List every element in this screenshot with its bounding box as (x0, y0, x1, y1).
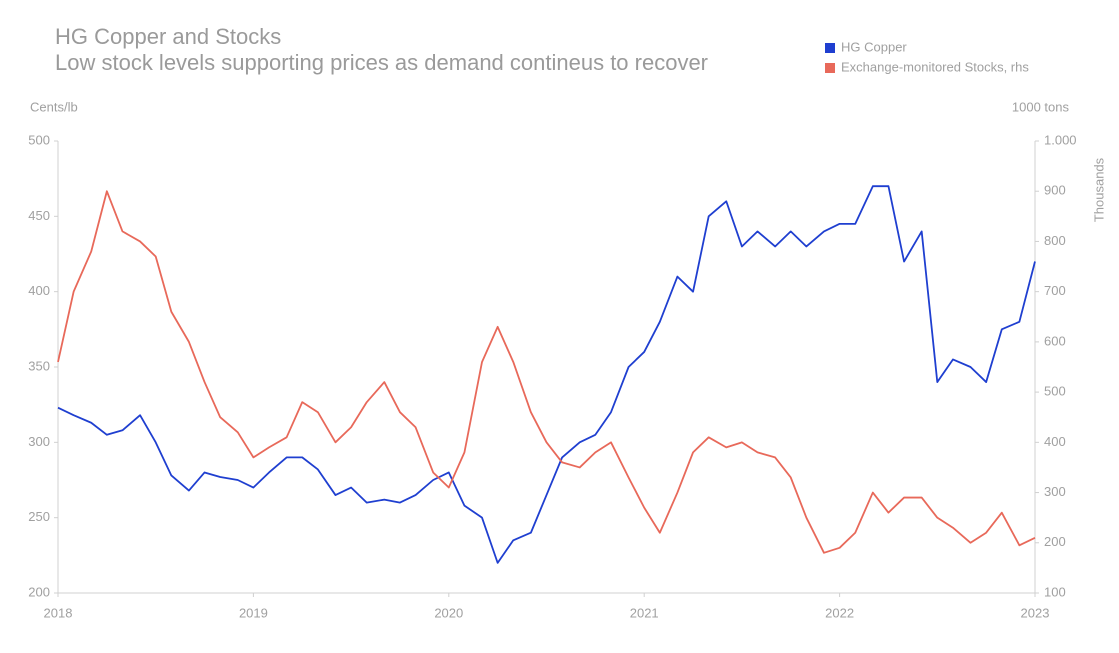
x-tick-label: 2023 (1021, 605, 1050, 620)
legend-label: Exchange-monitored Stocks, rhs (841, 59, 1029, 74)
legend-label: HG Copper (841, 39, 907, 54)
y2-tick-label: 900 (1044, 183, 1066, 198)
y-tick-label: 450 (28, 208, 50, 223)
y-tick-label: 250 (28, 509, 50, 524)
y-tick-label: 300 (28, 434, 50, 449)
series-line (57, 185, 1036, 564)
y2-tick-label: 700 (1044, 283, 1066, 298)
chart-subtitle: Low stock levels supporting prices as de… (55, 50, 708, 75)
x-tick-label: 2020 (434, 605, 463, 620)
y-tick-label: 200 (28, 584, 50, 599)
y2-tick-label: 200 (1044, 534, 1066, 549)
x-tick-label: 2018 (44, 605, 73, 620)
y2-axis-title: Thousands (1091, 157, 1106, 222)
series-line (57, 190, 1036, 554)
y2-tick-label: 300 (1044, 484, 1066, 499)
x-tick-label: 2019 (239, 605, 268, 620)
y2-tick-label: 600 (1044, 333, 1066, 348)
y2-tick-label: 800 (1044, 233, 1066, 248)
y2-axis-label: 1000 tons (1012, 99, 1070, 114)
y-tick-label: 350 (28, 358, 50, 373)
chart-title: HG Copper and Stocks (55, 24, 281, 49)
y-axis-label: Cents/lb (30, 99, 78, 114)
legend-swatch (825, 63, 835, 73)
x-tick-label: 2021 (630, 605, 659, 620)
y2-tick-label: 1.000 (1044, 132, 1077, 147)
y-tick-label: 500 (28, 132, 50, 147)
legend-swatch (825, 43, 835, 53)
y2-tick-label: 500 (1044, 384, 1066, 399)
y-tick-label: 400 (28, 283, 50, 298)
x-tick-label: 2022 (825, 605, 854, 620)
y2-tick-label: 400 (1044, 434, 1066, 449)
y2-tick-label: 100 (1044, 584, 1066, 599)
